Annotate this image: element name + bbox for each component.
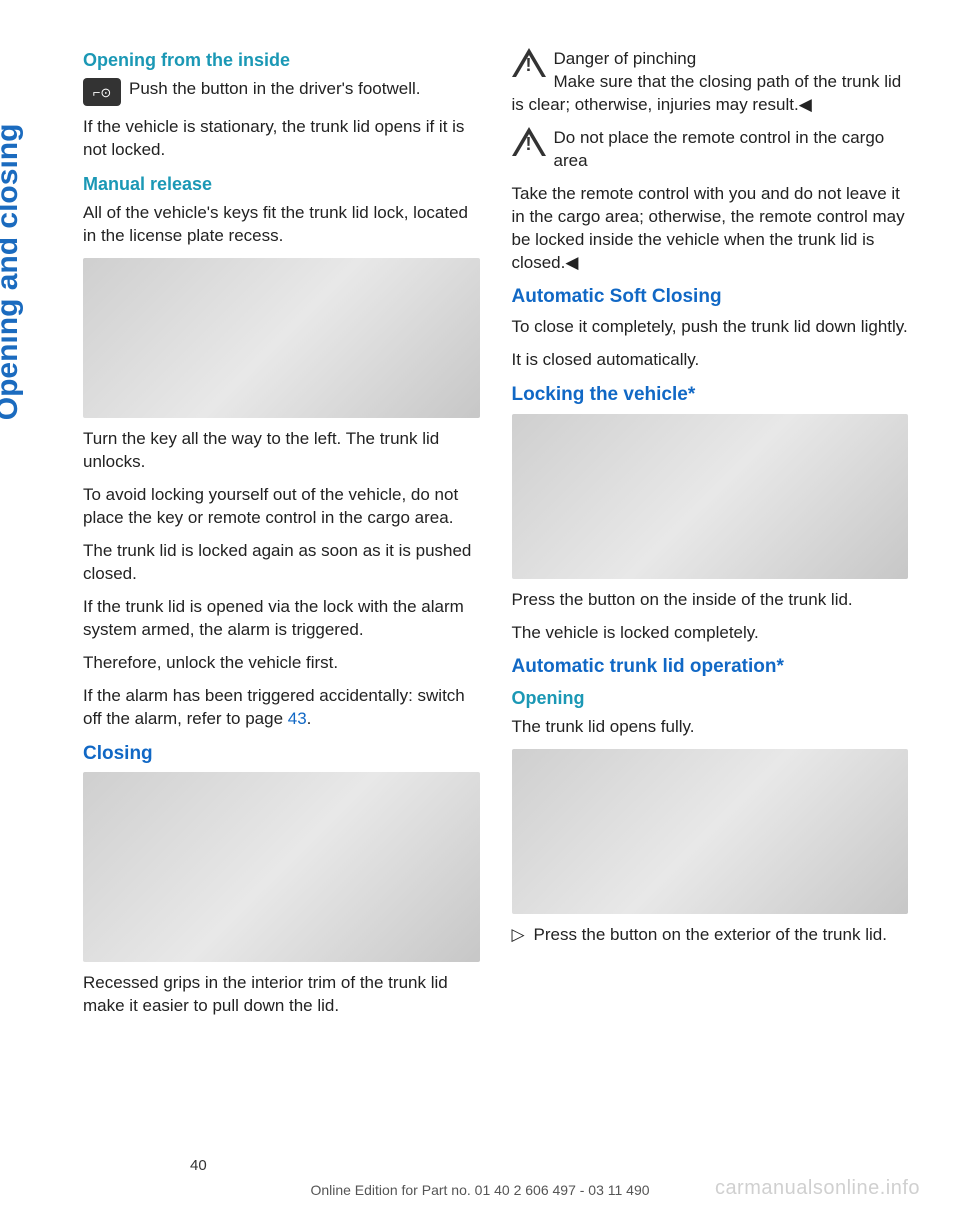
body-text: The trunk lid opens fully. [512,716,909,739]
body-text: All of the vehicle's keys fit the trunk … [83,202,480,248]
car-button-icon: ⌐⊙ [83,78,121,106]
heading-opening: Opening [512,686,909,710]
page-link[interactable]: 43 [288,709,307,728]
left-column: Opening from the inside ⌐⊙ Push the butt… [83,48,480,1152]
body-text: The vehicle is locked completely. [512,622,909,645]
heading-manual-release: Manual release [83,172,480,196]
body-text-span: If the alarm has been triggered accident… [83,686,465,728]
icon-paragraph: ⌐⊙ Push the button in the driver's footw… [83,78,480,106]
illustration-key-trunk [83,258,480,418]
side-rail: Opening and closing [0,0,65,1222]
illustration-trunk-exterior [512,749,909,914]
bullet-symbol: ▷ [512,924,534,947]
warning-block: ! Do not place the remote control in the… [512,127,909,173]
warning-body: Take the remote control with you and do … [512,183,909,275]
body-text: To avoid locking yourself out of the veh… [83,484,480,530]
body-text: The trunk lid is locked again as soon as… [83,540,480,586]
content-area: Opening from the inside ⌐⊙ Push the butt… [65,0,960,1222]
body-text: Push the button in the driver's footwell… [129,79,420,98]
heading-locking-vehicle: Locking the vehicle* [512,382,909,408]
body-text: To close it completely, push the trunk l… [512,316,909,339]
watermark: carmanualsonline.info [715,1175,920,1202]
page-number: 40 [190,1156,207,1176]
body-text: Therefore, unlock the vehicle first. [83,652,480,675]
warning-icon: ! [512,127,546,164]
section-title-vertical: Opening and closing [0,124,28,421]
bullet-text: Press the button on the exterior of the … [534,924,887,947]
warning-block: ! Danger of pinching Make sure that the … [512,48,909,117]
warning-title: Danger of pinching [554,49,697,68]
heading-auto-soft-closing: Automatic Soft Closing [512,284,909,310]
heading-closing: Closing [83,741,480,767]
bullet-item: ▷ Press the button on the exterior of th… [512,924,909,947]
warning-title: Do not place the remote control in the c… [554,128,885,170]
illustration-trunk-inside [83,772,480,962]
body-text: If the trunk lid is opened via the lock … [83,596,480,642]
body-text-span: . [307,709,312,728]
page: Opening and closing Opening from the ins… [0,0,960,1222]
warning-icon: ! [512,48,546,85]
illustration-lock-button [512,414,909,579]
warning-body: Make sure that the closing path of the t… [512,72,902,114]
body-text: Turn the key all the way to the left. Th… [83,428,480,474]
body-text: Press the button on the inside of the tr… [512,589,909,612]
right-column: ! Danger of pinching Make sure that the … [512,48,909,1152]
heading-auto-trunk-operation: Automatic trunk lid operation* [512,654,909,680]
body-text: If the vehicle is stationary, the trunk … [83,116,480,162]
body-text: It is closed automatically. [512,349,909,372]
heading-opening-inside: Opening from the inside [83,48,480,72]
body-text: If the alarm has been triggered accident… [83,685,480,731]
body-text: Recessed grips in the interior trim of t… [83,972,480,1018]
